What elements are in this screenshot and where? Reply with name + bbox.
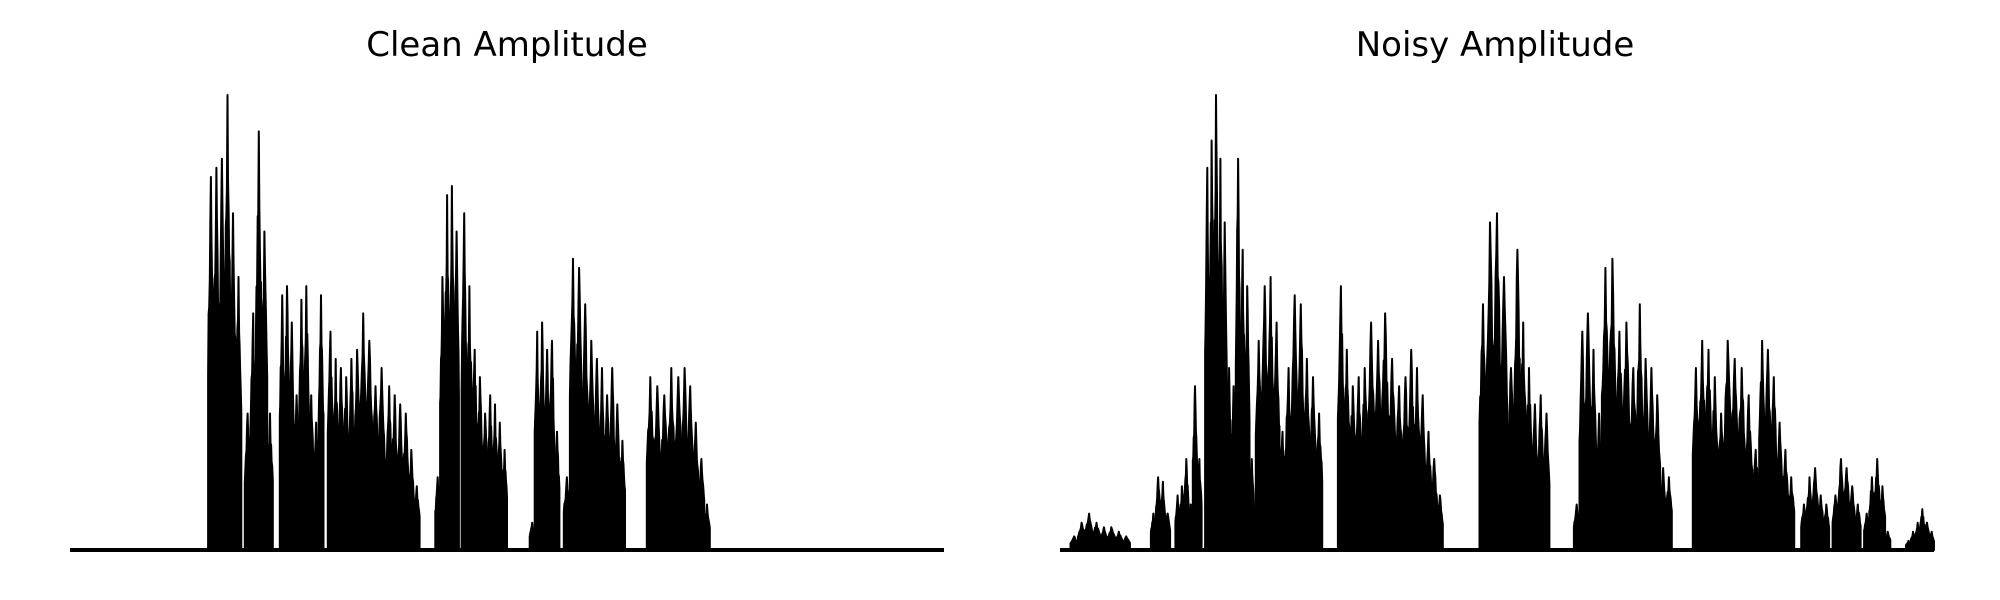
amplitude-segment-14 <box>1635 303 1673 551</box>
amplitude-segment-1 <box>243 130 274 551</box>
amplitude-segment-13 <box>645 367 683 551</box>
amplitude-segment-10 <box>1478 212 1516 551</box>
amplitude-segment-11 <box>1513 248 1551 551</box>
amplitude-segment-7 <box>434 185 460 551</box>
amplitude-segment-6 <box>385 385 421 551</box>
amplitude-segment-18 <box>1800 467 1831 551</box>
amplitude-segment-3 <box>1204 94 1233 551</box>
amplitude-segment-14 <box>680 367 711 551</box>
amplitude-segment-3 <box>298 285 325 551</box>
amplitude-segment-16 <box>1723 339 1761 551</box>
amplitude-segment-0 <box>1069 512 1131 551</box>
amplitude-segment-17 <box>1758 339 1796 551</box>
amplitude-segment-11 <box>562 257 596 551</box>
amplitude-segment-13 <box>1600 257 1638 551</box>
amplitude-segment-8 <box>1366 312 1404 551</box>
amplitude-segment-8 <box>460 212 489 551</box>
amplitude-segment-2 <box>278 285 300 551</box>
amplitude-segment-9 <box>1401 348 1444 551</box>
amplitude-segment-4 <box>1230 157 1255 551</box>
amplitude-segment-6 <box>1284 294 1324 551</box>
amplitude-segment-10 <box>528 321 561 551</box>
amplitude-segment-7 <box>1336 285 1369 551</box>
amplitude-segment-12 <box>1572 312 1603 551</box>
chart-title-noisy: Noisy Amplitude <box>1355 25 1635 65</box>
chart-title-clean: Clean Amplitude <box>366 25 648 65</box>
noisy-amplitude-plot <box>1060 94 1935 552</box>
amplitude-segment-5 <box>1254 276 1287 551</box>
amplitude-segment-15 <box>1691 339 1726 551</box>
amplitude-segment-2 <box>1174 385 1203 551</box>
amplitude-segment-0 <box>207 94 243 551</box>
amplitude-segment-19 <box>1831 458 1862 551</box>
amplitude-segment-4 <box>326 330 356 551</box>
amplitude-segment-20 <box>1863 458 1892 551</box>
amplitude-segment-5 <box>353 312 386 551</box>
clean-amplitude-plot <box>70 94 944 552</box>
amplitude-segment-12 <box>593 357 626 551</box>
amplitude-segment-21 <box>1905 508 1935 551</box>
amplitude-segment-9 <box>486 394 508 551</box>
amplitude-segment-1 <box>1149 476 1172 551</box>
